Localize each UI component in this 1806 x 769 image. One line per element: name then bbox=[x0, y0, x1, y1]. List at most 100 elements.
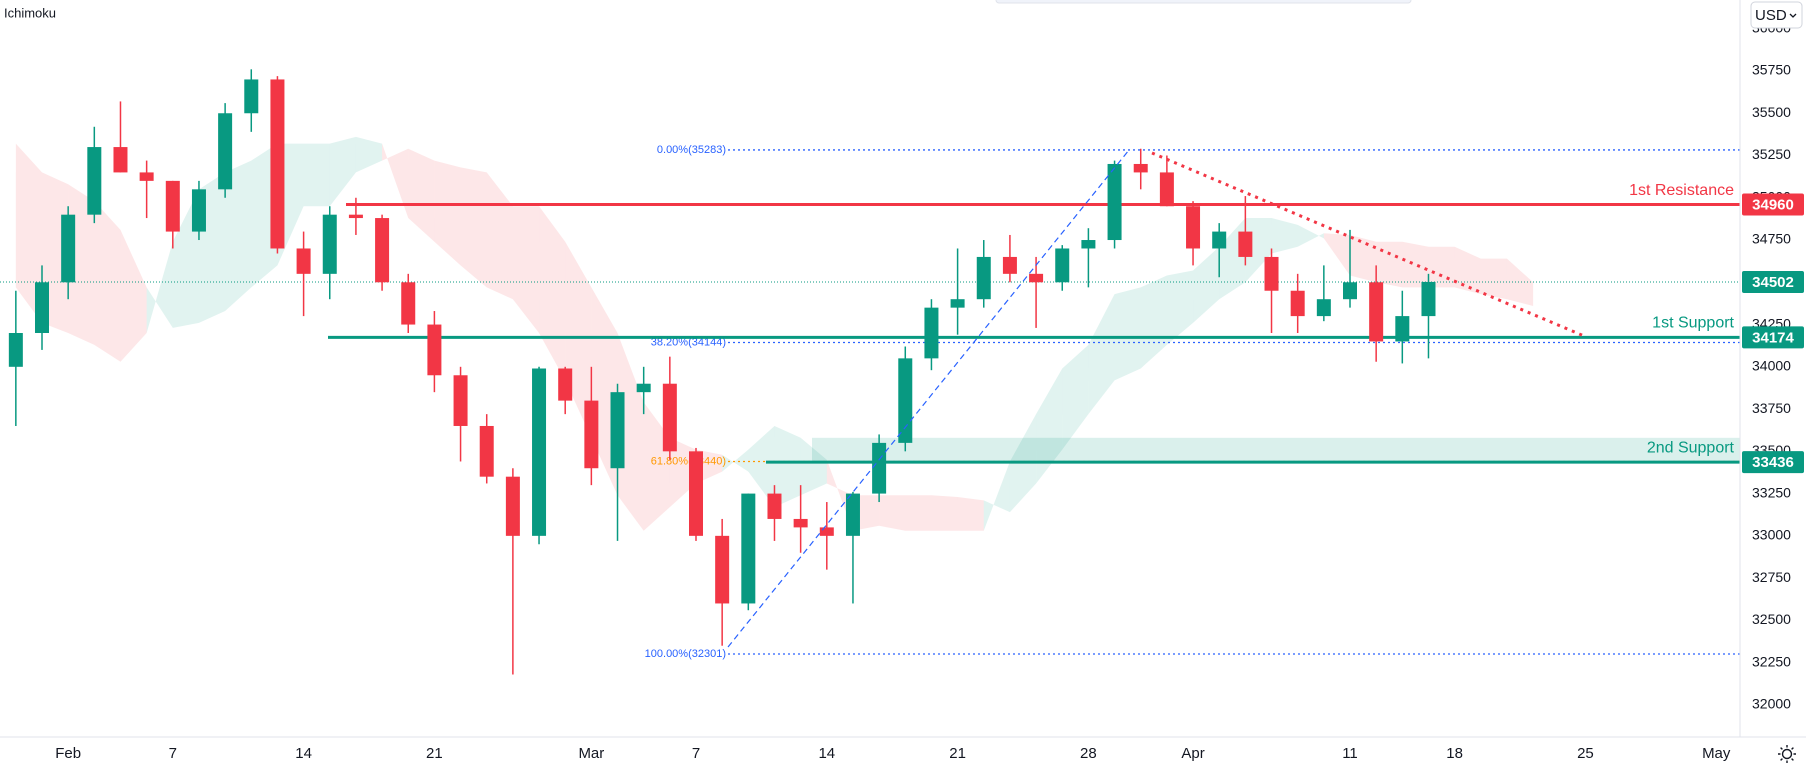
y-tick-label: 33000 bbox=[1752, 527, 1791, 543]
cloud-segment bbox=[1114, 287, 1141, 381]
x-tick-label: 7 bbox=[169, 745, 177, 762]
candle-body bbox=[584, 400, 599, 469]
x-tick-label: May bbox=[1702, 745, 1731, 762]
cloud-segment bbox=[722, 449, 749, 472]
fib-label: 0.00%(35283) bbox=[657, 144, 726, 156]
y-tick-label: 34000 bbox=[1752, 358, 1791, 374]
currency-text[interactable]: USD bbox=[1755, 7, 1787, 24]
candle-body bbox=[1290, 290, 1305, 317]
level-label: 2nd Support bbox=[1647, 439, 1735, 456]
cloud-segment bbox=[15, 143, 42, 323]
y-tick-label: 35500 bbox=[1752, 104, 1791, 120]
cloud-segment bbox=[329, 136, 356, 207]
candle-body bbox=[427, 324, 442, 376]
cloud-segment bbox=[617, 333, 644, 531]
candle-body bbox=[532, 368, 547, 536]
fib-trend-line bbox=[727, 149, 1130, 648]
price-tag-text: 34174 bbox=[1752, 329, 1794, 346]
cloud-segment bbox=[1454, 246, 1481, 295]
settings-rays[interactable] bbox=[1778, 745, 1796, 763]
candle-body bbox=[1212, 231, 1227, 249]
cloud-segment bbox=[1219, 218, 1246, 300]
cloud-segment bbox=[1376, 241, 1403, 288]
candle-body bbox=[1316, 299, 1331, 317]
cloud-segment bbox=[1036, 368, 1063, 484]
cloud-segment bbox=[1140, 275, 1167, 369]
cloud-segment bbox=[800, 437, 827, 496]
cloud-segment bbox=[748, 425, 775, 508]
cloud-segment bbox=[1350, 234, 1377, 283]
currency-button[interactable]: USD bbox=[1750, 1, 1803, 29]
cloud-segment bbox=[879, 495, 906, 531]
candle-body bbox=[558, 368, 573, 401]
x-tick-label: 18 bbox=[1446, 745, 1463, 762]
candle-body bbox=[1343, 282, 1357, 300]
candle-body bbox=[741, 493, 756, 604]
candle-body bbox=[1133, 163, 1148, 173]
cloud-segment bbox=[460, 167, 487, 288]
candle-body bbox=[636, 383, 651, 393]
price-tag bbox=[1742, 451, 1804, 474]
cloud-segment bbox=[225, 160, 252, 312]
toolbar-edge bbox=[995, 0, 1412, 4]
cloud-segment bbox=[94, 201, 121, 362]
cloud-segment bbox=[355, 136, 383, 173]
price-tag-text: 34502 bbox=[1752, 274, 1794, 291]
candle-body bbox=[1002, 256, 1017, 274]
candle-body bbox=[8, 333, 23, 367]
candle-body bbox=[845, 493, 860, 536]
cloud-segment bbox=[539, 206, 566, 381]
resistance-trend-line bbox=[1151, 151, 1585, 338]
cloud-segment bbox=[1323, 233, 1350, 276]
fib-label: 61.80%(33440) bbox=[651, 455, 726, 467]
candle-body bbox=[322, 214, 337, 274]
candle-body bbox=[61, 214, 76, 283]
candle-body bbox=[505, 476, 520, 536]
price-axis-bg bbox=[1740, 0, 1806, 737]
cloud-segment bbox=[1166, 270, 1194, 345]
y-tick-label: 33750 bbox=[1752, 400, 1791, 416]
x-tick-label: Feb bbox=[55, 745, 81, 762]
y-tick-label: 35250 bbox=[1752, 146, 1791, 162]
cloud-segment bbox=[303, 143, 330, 207]
candle-body bbox=[976, 256, 991, 300]
candle-body bbox=[113, 147, 128, 173]
candle-body bbox=[610, 392, 625, 469]
candle-body bbox=[689, 451, 703, 536]
candle-body bbox=[1159, 172, 1174, 207]
settings-icon[interactable] bbox=[1778, 745, 1796, 763]
candles-layer bbox=[8, 69, 1436, 675]
candle-body bbox=[35, 282, 49, 334]
cloud-segment bbox=[957, 496, 984, 531]
y-tick-label: 32750 bbox=[1752, 569, 1791, 585]
candle-body bbox=[191, 189, 206, 232]
x-tick-label: Apr bbox=[1181, 745, 1204, 762]
candle-body bbox=[165, 180, 180, 232]
cloud-segment bbox=[120, 229, 147, 362]
x-tick-label: Mar bbox=[578, 745, 604, 762]
candle-body bbox=[296, 248, 311, 274]
candle-body bbox=[479, 425, 494, 477]
candle-body bbox=[924, 307, 939, 359]
x-tick-label: 28 bbox=[1080, 745, 1097, 762]
candle-body bbox=[1421, 281, 1436, 317]
x-tick-label: 7 bbox=[692, 745, 700, 762]
candle-body bbox=[793, 518, 808, 528]
indicator-label: Ichimoku bbox=[4, 5, 56, 20]
settings-circle[interactable] bbox=[1781, 748, 1793, 760]
price-tag bbox=[1742, 326, 1804, 349]
candle-body bbox=[348, 214, 363, 219]
tags-layer: 34960 34174 33436 34502 bbox=[1742, 193, 1804, 474]
x-tick-label: 21 bbox=[426, 745, 443, 762]
level-label: 1st Support bbox=[1652, 315, 1734, 332]
price-tag-text: 33436 bbox=[1752, 454, 1794, 471]
y-tick-label: 32500 bbox=[1752, 611, 1791, 627]
candle-body bbox=[1081, 240, 1096, 249]
cloud-segment bbox=[1428, 246, 1455, 288]
currency-caret[interactable] bbox=[1789, 13, 1797, 18]
cloud-segment bbox=[486, 172, 513, 300]
cloud-segment bbox=[905, 495, 932, 531]
currency-box[interactable] bbox=[1750, 1, 1803, 29]
candle-body bbox=[1395, 316, 1410, 342]
